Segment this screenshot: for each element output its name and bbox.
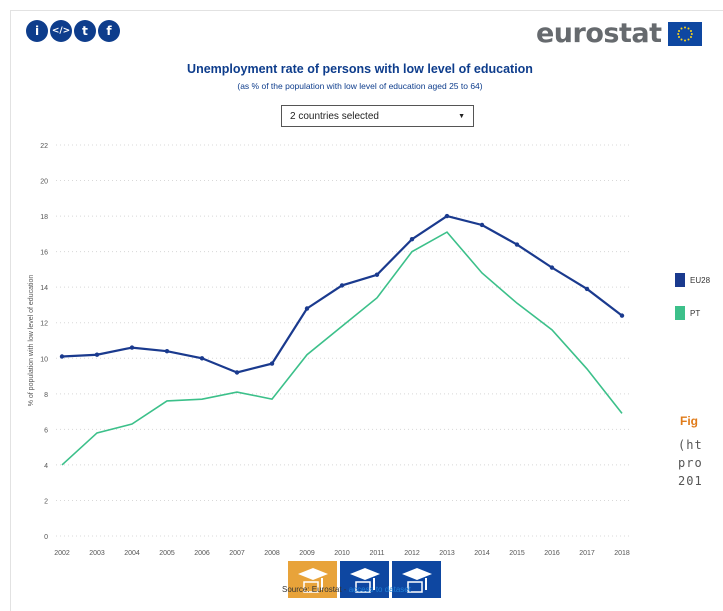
share-toolbar: i </> t f bbox=[26, 20, 120, 42]
country-selector[interactable]: 2 countries selected ▼ bbox=[281, 105, 474, 127]
graduation-cap-icon bbox=[297, 567, 328, 593]
data-point-eu28 bbox=[164, 348, 170, 354]
data-point-eu28 bbox=[94, 352, 100, 357]
y-tick-label: 20 bbox=[40, 179, 48, 186]
data-point-eu28 bbox=[479, 222, 485, 228]
legend-swatch-eu28 bbox=[675, 273, 685, 287]
data-point-eu28 bbox=[409, 236, 415, 242]
legend-swatch-pt bbox=[675, 306, 685, 320]
legend-label-pt: PT bbox=[690, 308, 701, 318]
x-tick-label: 2010 bbox=[334, 550, 350, 555]
chart-title: Unemployment rate of persons with low le… bbox=[187, 62, 533, 76]
x-tick-label: 2006 bbox=[194, 550, 210, 555]
y-tick-label: 22 bbox=[40, 143, 48, 150]
info-icon[interactable]: i bbox=[26, 20, 48, 42]
facebook-icon[interactable]: f bbox=[98, 20, 120, 42]
chart-subtitle: (as % of the population with low level o… bbox=[237, 81, 483, 91]
embed-icon[interactable]: </> bbox=[50, 20, 72, 42]
data-point-eu28 bbox=[59, 354, 65, 359]
education-level-low-tile[interactable] bbox=[288, 561, 337, 598]
y-tick-label: 4 bbox=[44, 463, 48, 470]
x-tick-label: 2005 bbox=[159, 550, 175, 555]
data-point-eu28 bbox=[199, 356, 205, 361]
data-point-eu28 bbox=[514, 242, 520, 247]
data-point-eu28 bbox=[129, 345, 135, 350]
x-tick-label: 2003 bbox=[89, 550, 105, 555]
data-point-eu28 bbox=[444, 213, 450, 219]
legend-item-pt[interactable]: PT bbox=[675, 306, 710, 320]
twitter-icon[interactable]: t bbox=[74, 20, 96, 42]
legend-label-eu28: EU28 bbox=[690, 275, 711, 285]
source-prefix: Source: Eurostat - bbox=[282, 585, 349, 594]
x-tick-label: 2016 bbox=[544, 550, 560, 555]
y-tick-label: 18 bbox=[40, 214, 48, 221]
chart-legend: EU28 PT bbox=[675, 273, 710, 339]
x-tick-label: 2014 bbox=[474, 550, 490, 555]
dataset-link[interactable]: access to dataset bbox=[348, 585, 411, 594]
y-axis-label: % of population with low level of educat… bbox=[28, 275, 35, 407]
x-tick-label: 2002 bbox=[54, 550, 70, 555]
y-tick-label: 14 bbox=[40, 285, 48, 292]
data-point-eu28 bbox=[304, 306, 310, 311]
y-tick-label: 16 bbox=[40, 250, 48, 257]
figure-caption-line-1: (ht bbox=[678, 438, 703, 452]
eu-flag-icon bbox=[667, 21, 702, 46]
education-level-tiles bbox=[288, 561, 441, 598]
y-tick-label: 0 bbox=[44, 534, 48, 541]
education-level-high-tile[interactable] bbox=[392, 561, 441, 598]
source-line: Source: Eurostat - access to dataset bbox=[282, 585, 411, 594]
figure-label: Fig bbox=[680, 414, 698, 428]
x-tick-label: 2015 bbox=[509, 550, 525, 555]
y-tick-label: 2 bbox=[44, 498, 48, 505]
series-line-eu28 bbox=[61, 214, 623, 374]
data-point-eu28 bbox=[269, 361, 275, 366]
x-tick-label: 2018 bbox=[614, 550, 630, 555]
y-tick-label: 10 bbox=[40, 356, 48, 363]
figure-caption-line-3: 201 bbox=[678, 474, 703, 488]
eurostat-logo: eurostat bbox=[536, 18, 702, 49]
country-selector-value: 2 countries selected bbox=[290, 110, 379, 122]
x-tick-label: 2008 bbox=[264, 550, 280, 555]
graduation-cap-icon bbox=[401, 567, 432, 593]
x-tick-label: 2017 bbox=[579, 550, 595, 555]
dropdown-arrow-icon: ▼ bbox=[458, 112, 465, 120]
data-point-eu28 bbox=[339, 283, 345, 288]
unemployment-line-chart: 0 2 4 6 8 10 12 14 16 18 20 22 2002 2003 2004 2005 2006 2… bbox=[28, 143, 632, 555]
education-level-medium-tile[interactable] bbox=[340, 561, 389, 598]
data-point-eu28 bbox=[549, 265, 555, 270]
figure-caption-line-2: pro bbox=[678, 456, 703, 470]
page-frame bbox=[10, 10, 723, 611]
x-tick-label: 2009 bbox=[299, 550, 315, 555]
y-tick-label: 6 bbox=[44, 427, 48, 434]
y-tick-label: 8 bbox=[44, 392, 48, 399]
legend-item-eu28[interactable]: EU28 bbox=[675, 273, 710, 287]
x-tick-label: 2012 bbox=[404, 550, 420, 555]
x-tick-label: 2004 bbox=[124, 550, 140, 555]
y-tick-label: 12 bbox=[40, 321, 48, 328]
graduation-cap-icon bbox=[349, 567, 380, 593]
logo-text: eurostat bbox=[536, 18, 662, 49]
x-tick-label: 2013 bbox=[439, 550, 455, 555]
data-point-eu28 bbox=[374, 272, 380, 277]
x-tick-label: 2007 bbox=[229, 550, 245, 555]
x-tick-label: 2011 bbox=[369, 550, 384, 555]
data-point-eu28 bbox=[619, 313, 625, 318]
data-point-eu28 bbox=[234, 370, 240, 375]
series-line-pt bbox=[61, 231, 623, 466]
data-point-eu28 bbox=[584, 286, 590, 292]
